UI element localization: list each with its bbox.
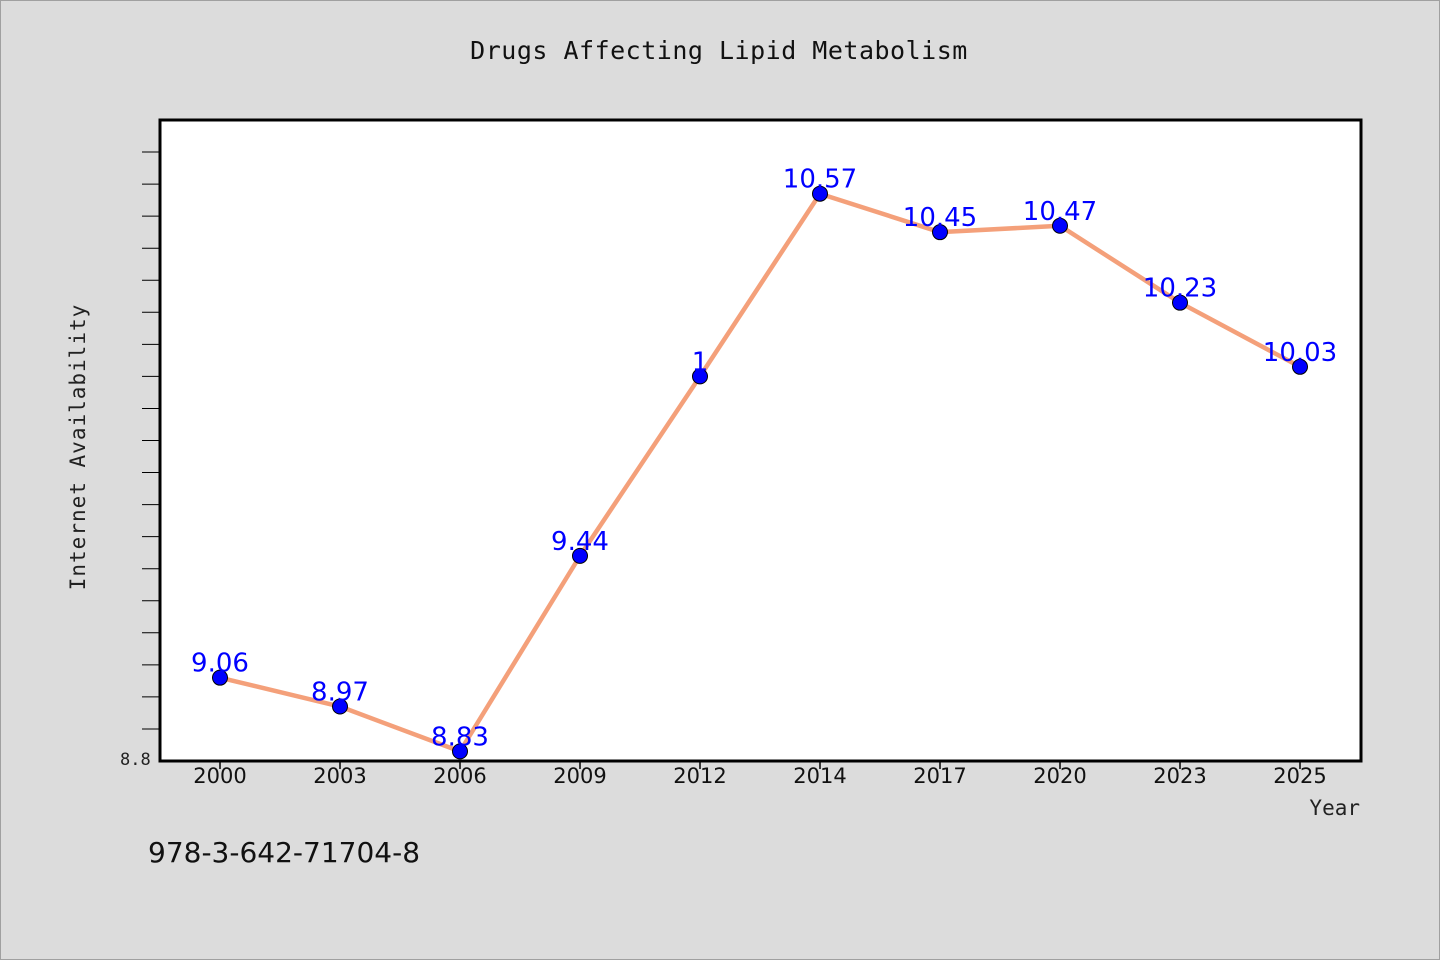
data-point [1172, 294, 1188, 311]
y-axis-ticks [142, 151, 160, 730]
data-label: 9.06 [191, 649, 249, 679]
markers-group [212, 185, 1308, 760]
data-point [1052, 217, 1068, 234]
x-tick-label: 2009 [553, 764, 606, 788]
data-label: 8.97 [311, 678, 369, 708]
x-axis-ticks: 2000 2003 2006 2009 2012 2014 2017 2020 2023 2025 [193, 761, 1327, 788]
data-label: 10.45 [903, 203, 977, 233]
series-line [219, 191, 1302, 754]
x-tick-label: 2003 [313, 764, 366, 788]
x-tick-label: 2020 [1033, 764, 1086, 788]
data-label: 1 [692, 347, 709, 377]
isbn-text: 978-3-642-71704-8 [148, 836, 421, 869]
x-tick-label: 2006 [433, 764, 486, 788]
plot-area [158, 118, 1363, 763]
data-label: 9.44 [551, 527, 609, 557]
data-point [332, 698, 348, 715]
data-label: 10.57 [783, 165, 857, 195]
data-point [932, 224, 948, 241]
data-point [572, 547, 588, 564]
data-point [812, 185, 828, 202]
x-tick-label: 2023 [1153, 764, 1206, 788]
x-axis-label: Year [1309, 796, 1360, 820]
data-point [452, 743, 468, 760]
data-point [692, 368, 708, 385]
x-tick-label: 2017 [913, 764, 966, 788]
data-point [1292, 358, 1308, 375]
series-line-group [219, 191, 1302, 754]
data-label: 10.03 [1263, 338, 1337, 368]
x-tick-label: 2012 [673, 764, 726, 788]
x-tick-label: 2000 [193, 764, 246, 788]
chart-title: Drugs Affecting Lipid Metabolism [470, 36, 968, 65]
y-tick-label: 8.8 [120, 750, 151, 770]
data-label: 8.83 [431, 722, 489, 752]
data-labels-group: 9.06 8.97 8.83 9.44 1 10.57 10.45 10.47 10.23 10.… [191, 165, 1337, 753]
data-label: 10.47 [1023, 197, 1097, 227]
data-label: 10.23 [1143, 274, 1217, 304]
x-tick-label: 2014 [793, 764, 846, 788]
data-point [212, 669, 228, 686]
x-tick-label: 2025 [1273, 764, 1326, 788]
